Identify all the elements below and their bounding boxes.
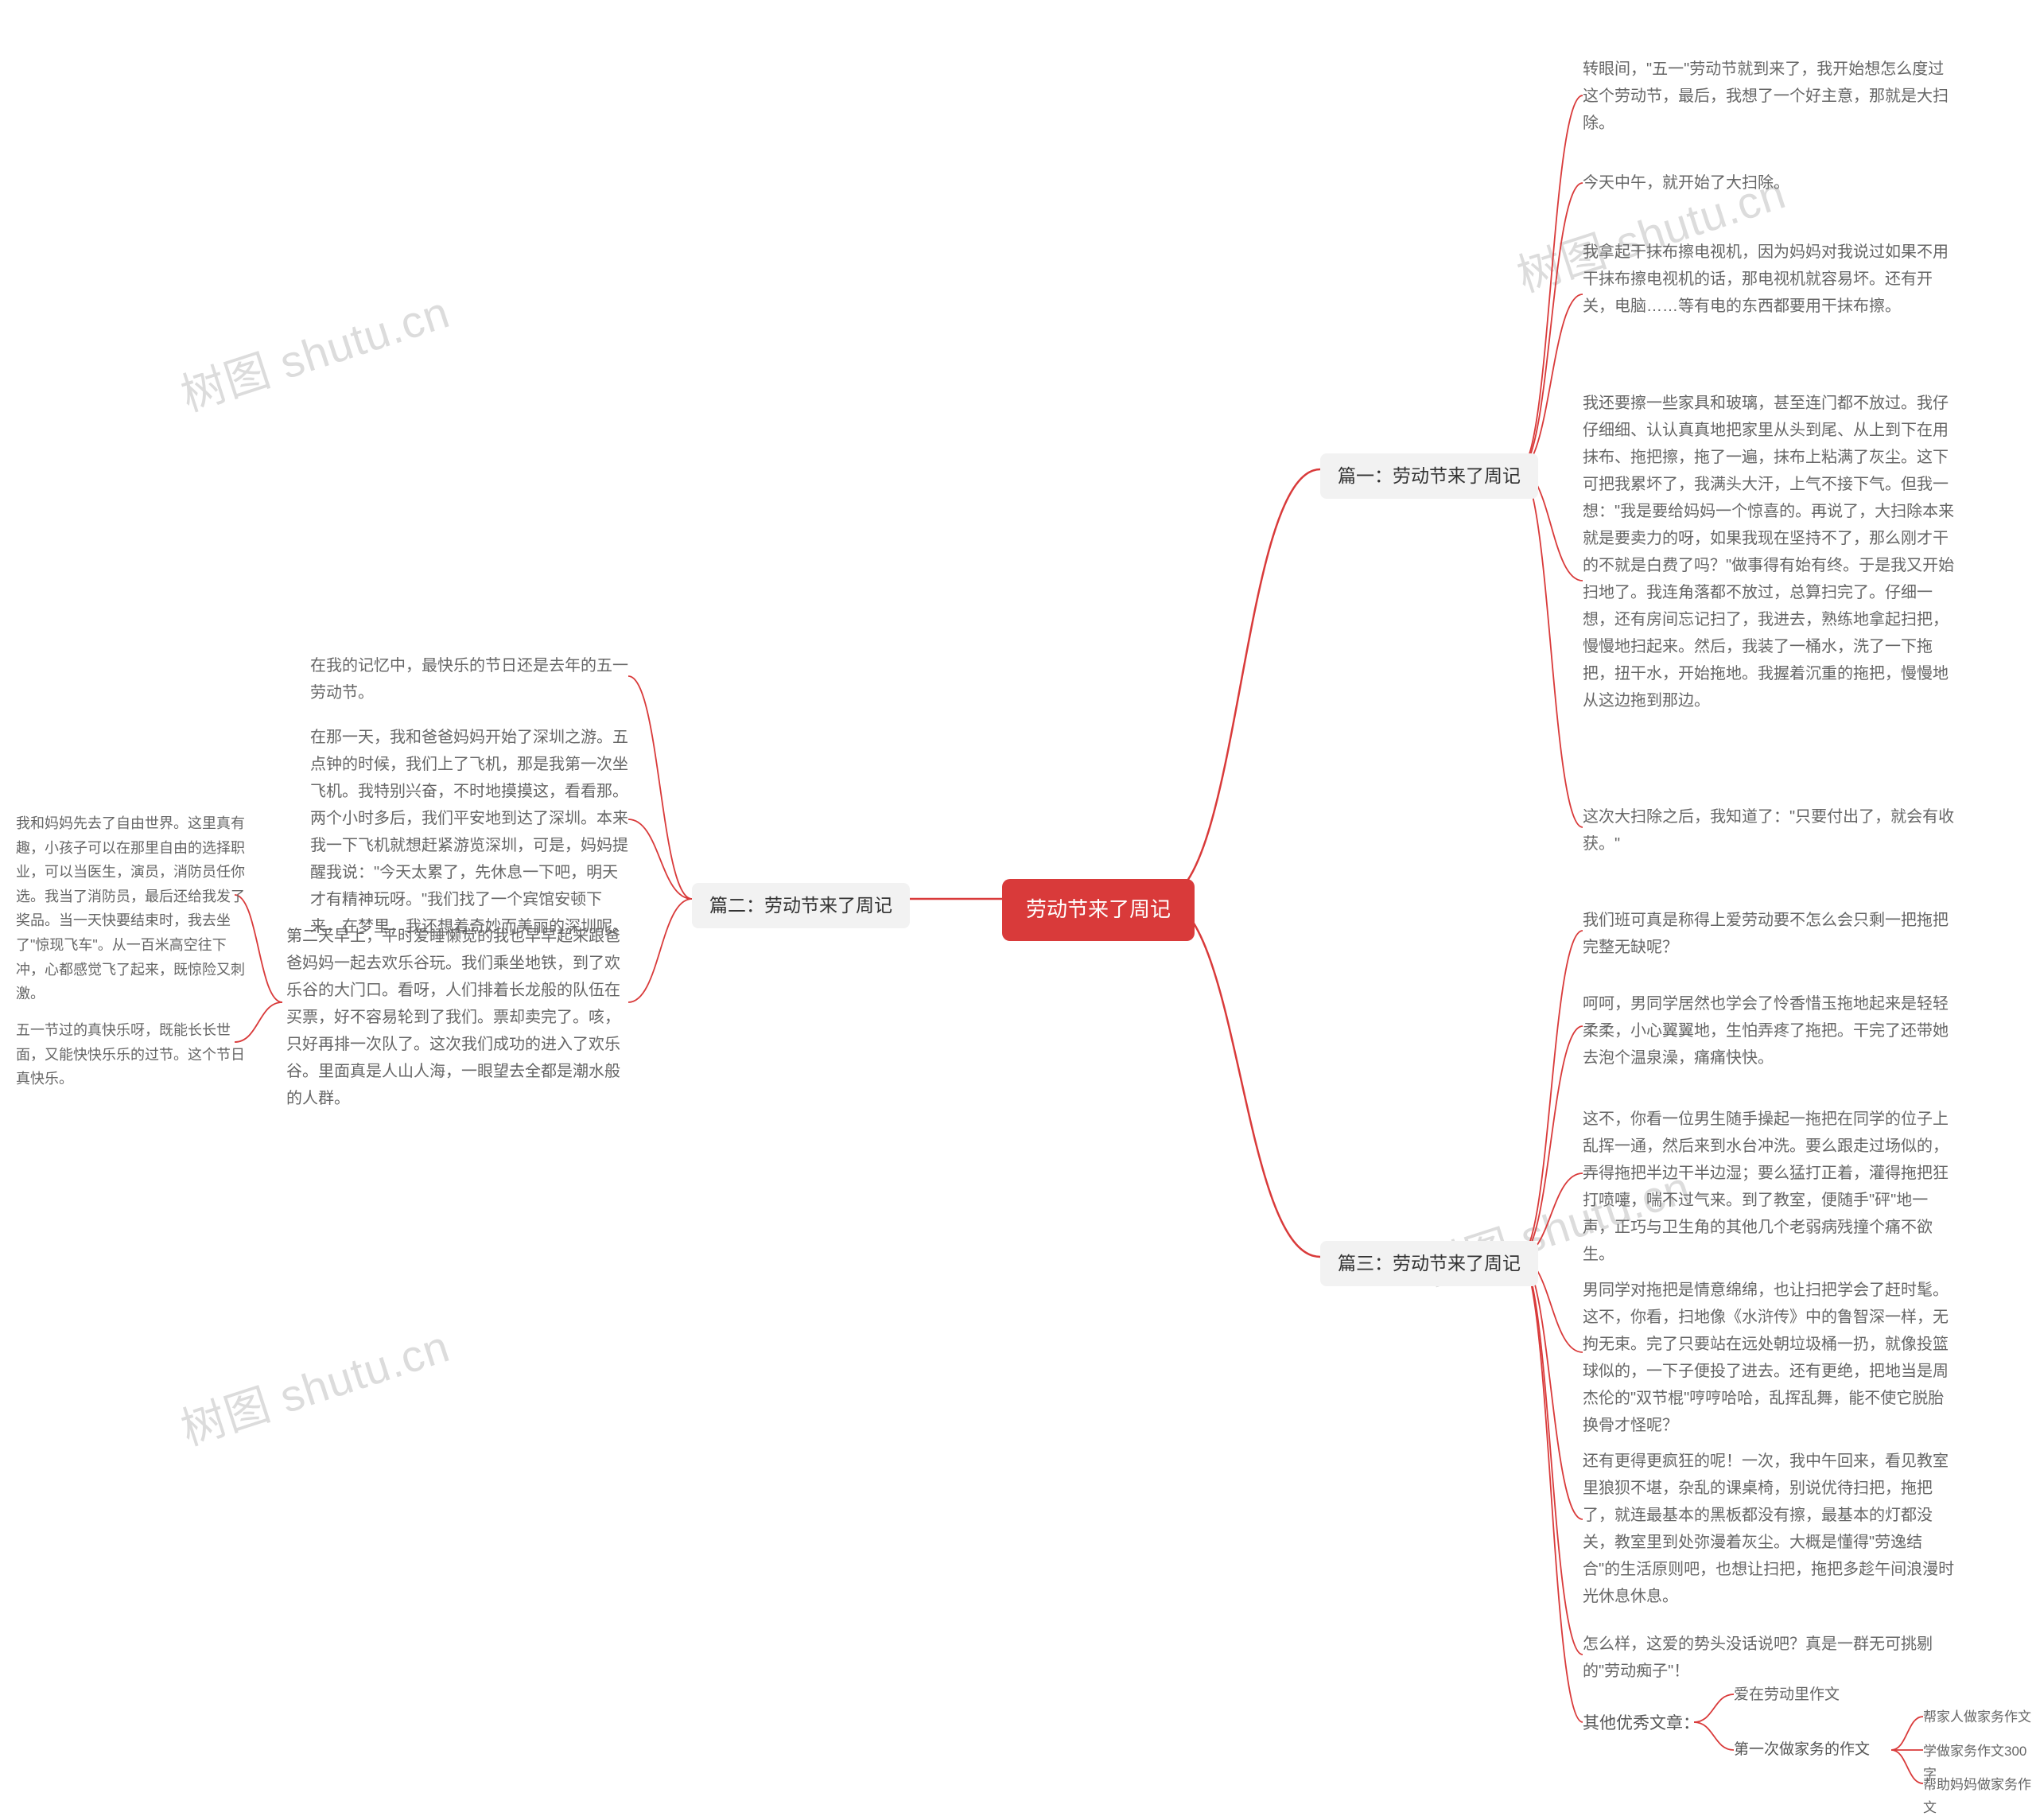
- branch3-leaf-1: 我们班可真是称得上爱劳动要不怎么会只剩一把拖把完整无缺呢？: [1583, 907, 1956, 961]
- branch3-sub1-leaf-1: 爱在劳动里作文: [1734, 1682, 1840, 1708]
- branch3-sub1[interactable]: 其他优秀文章：: [1583, 1710, 1700, 1737]
- branch2-leaf-2: 在那一天，我和爸爸妈妈开始了深圳之游。五点钟的时候，我们上了飞机，那是我第一次坐…: [310, 724, 628, 940]
- branch3-sub2-leaf-1: 帮家人做家务作文: [1923, 1706, 2031, 1729]
- branch-3[interactable]: 篇三：劳动节来了周记: [1320, 1241, 1538, 1286]
- branch3-leaf-4: 男同学对拖把是情意绵绵，也让扫把学会了赶时髦。这不，你看，扫地像《水浒传》中的鲁…: [1583, 1277, 1956, 1439]
- branch3-sub2-leaf-3: 帮助妈妈做家务作文: [1923, 1774, 2034, 1820]
- branch-2[interactable]: 篇二：劳动节来了周记: [692, 883, 910, 928]
- branch1-leaf-4: 我还要擦一些家具和玻璃，甚至连门都不放过。我仔仔细细、认认真真地把家里从头到尾、…: [1583, 390, 1956, 714]
- branch2-subleaf-1: 我和妈妈先去了自由世界。这里真有趣，小孩子可以在那里自由的选择职业，可以当医生，…: [16, 811, 247, 1006]
- branch3-leaf-5: 还有更得更疯狂的呢！一次，我中午回来，看见教室里狼狈不堪，杂乱的课桌椅，别说优待…: [1583, 1448, 1956, 1610]
- branch-1[interactable]: 篇一：劳动节来了周记: [1320, 453, 1538, 499]
- branch2-subleaf-2: 五一节过的真快乐呀，既能长长世面，又能快快乐乐的过节。这个节日真快乐。: [16, 1018, 247, 1091]
- branch1-leaf-1: 转眼间，"五一"劳动节就到来了，我开始想怎么度过这个劳动节，最后，我想了一个好主…: [1583, 56, 1956, 137]
- watermark: 树图 shutu.cn: [172, 277, 457, 424]
- branch2-leaf-3: 第二天早上，平时爱睡懒觉的我也早早起来跟爸爸妈妈一起去欢乐谷玩。我们乘坐地铁，到…: [286, 923, 628, 1112]
- branch1-leaf-2: 今天中午，就开始了大扫除。: [1583, 169, 1789, 196]
- branch3-leaf-2: 呵呵，男同学居然也学会了怜香惜玉拖地起来是轻轻柔柔，小心翼翼地，生怕弄疼了拖把。…: [1583, 990, 1956, 1071]
- branch3-leaf-6: 怎么样，这爱的势头没话说吧？真是一群无可挑剔的"劳动痴子"！: [1583, 1631, 1956, 1685]
- branch1-leaf-3: 我拿起干抹布擦电视机，因为妈妈对我说过如果不用干抹布擦电视机的话，那电视机就容易…: [1583, 239, 1956, 320]
- root-node[interactable]: 劳动节来了周记: [1002, 879, 1195, 941]
- branch3-leaf-3: 这不，你看一位男生随手操起一拖把在同学的位子上乱挥一通，然后来到水台冲洗。要么跟…: [1583, 1106, 1956, 1268]
- watermark: 树图 shutu.cn: [172, 1311, 457, 1458]
- branch1-leaf-5: 这次大扫除之后，我知道了："只要付出了，就会有收获。": [1583, 803, 1956, 858]
- branch3-sub2[interactable]: 第一次做家务的作文: [1734, 1738, 1870, 1762]
- branch2-leaf-1: 在我的记忆中，最快乐的节日还是去年的五一劳动节。: [310, 652, 628, 706]
